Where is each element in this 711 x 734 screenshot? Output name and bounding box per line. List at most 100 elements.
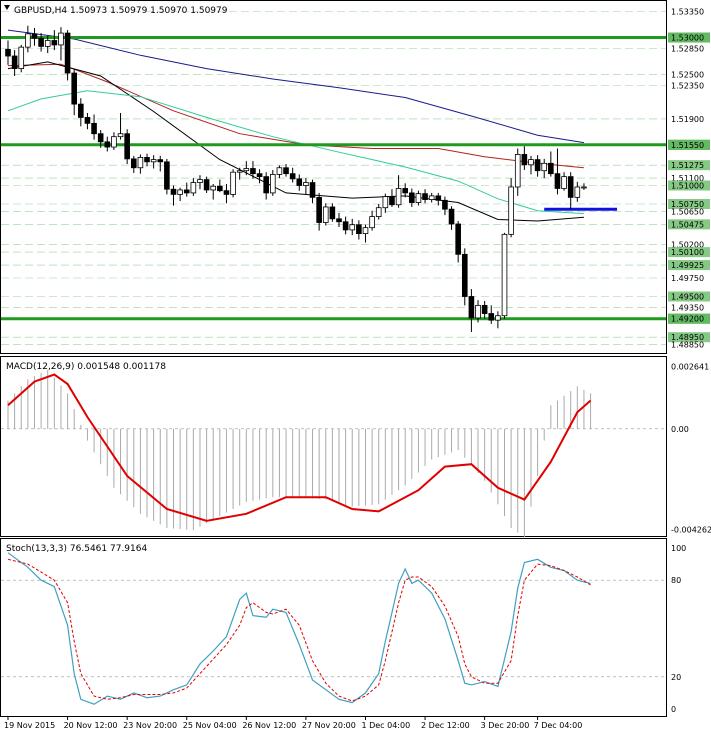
candle-body — [296, 178, 303, 186]
candle-body — [11, 55, 18, 69]
candle-body — [581, 186, 587, 189]
candle-body — [71, 72, 78, 105]
candle-body — [316, 196, 322, 223]
candle-body — [369, 216, 375, 229]
candle-body — [435, 195, 442, 201]
candle-body — [362, 227, 369, 235]
time-tick-label: 25 Nov 04:00 — [183, 721, 237, 730]
price-tick-label: 1.53350 — [671, 8, 704, 17]
candle-body — [190, 182, 197, 194]
candle-body — [197, 179, 203, 183]
price-tick-label: 1.48850 — [671, 341, 704, 350]
candle-body — [58, 32, 64, 46]
time-axis: 19 Nov 2015 20 Nov 12:00 23 Nov 20:00 25 No… — [4, 716, 582, 730]
candle-body — [64, 32, 71, 74]
price-tick-label: 1.51000 — [671, 182, 704, 191]
candle-body — [448, 208, 455, 225]
candle-body — [442, 199, 448, 210]
candle-body — [461, 253, 468, 297]
candle-body — [250, 168, 256, 175]
stoch-main-line — [7, 552, 591, 705]
candle-body — [336, 218, 342, 223]
candle-body — [256, 173, 263, 178]
candle-body — [97, 133, 104, 143]
price-tick-label: 1.51550 — [671, 141, 704, 150]
candle-body — [349, 224, 356, 231]
price-tick-label: 1.52350 — [671, 82, 704, 91]
candle-body — [475, 304, 481, 319]
price-label-highlight — [668, 32, 710, 43]
price-label-highlight — [668, 313, 710, 324]
price-label-highlight — [668, 160, 710, 171]
candle-body — [309, 182, 316, 198]
candle-body — [157, 159, 164, 163]
price-tick-label: 1.51900 — [671, 115, 704, 124]
candle-body — [395, 188, 402, 206]
candlesticks — [5, 25, 587, 333]
candle-body — [44, 40, 51, 47]
price-tick-label: 1.52850 — [671, 45, 704, 54]
candle-body — [210, 185, 217, 191]
candle-body — [150, 159, 157, 163]
candle-body — [455, 223, 461, 255]
macd-panel-frame — [0, 356, 667, 537]
candle-body — [481, 304, 488, 314]
candle-body — [409, 192, 415, 203]
price-tick-label: 1.50475 — [671, 220, 704, 229]
time-tick-label: 3 Dec 20:00 — [481, 721, 530, 730]
candle-body — [243, 168, 250, 172]
candle-body — [164, 161, 170, 190]
candle-body — [217, 185, 223, 192]
candle-body — [31, 33, 38, 39]
stoch-signal-line — [7, 558, 591, 702]
candle-body — [223, 190, 230, 195]
price-tick-label: 1.49925 — [671, 261, 704, 270]
macd-header: MACD(12,26,9) 0.001548 0.001178 — [6, 362, 166, 372]
time-tick-label: 2 Dec 12:00 — [421, 721, 470, 730]
stoch-tick-label: 0 — [671, 705, 676, 714]
price-label-highlight — [668, 260, 710, 271]
candle-body — [117, 133, 124, 138]
price-label-highlight — [668, 332, 710, 343]
candle-body — [111, 136, 117, 148]
candle-body — [183, 189, 190, 194]
candle-body — [322, 206, 329, 223]
stoch-tick-label: 20 — [671, 673, 681, 682]
candle-body — [177, 189, 183, 195]
candle-body — [104, 141, 111, 148]
candle-body — [236, 170, 243, 173]
candle-body — [548, 162, 554, 175]
candle-body — [415, 193, 422, 203]
candle-body — [269, 174, 276, 194]
price-tick-label: 1.52500 — [671, 71, 704, 80]
price-label-highlight — [668, 139, 710, 150]
candle-body — [303, 182, 309, 186]
candle-body — [495, 315, 501, 321]
candle-body — [422, 193, 428, 200]
time-tick-label: 1 Dec 04:00 — [361, 721, 410, 730]
candle-body — [84, 117, 91, 124]
candle-body — [203, 179, 210, 191]
candle-body — [18, 46, 25, 69]
candle-body — [468, 296, 475, 319]
candle-body — [170, 188, 177, 195]
candle-body — [561, 176, 567, 189]
candle-body — [501, 233, 508, 317]
price-tick-label: 1.48950 — [671, 333, 704, 342]
candle-body — [375, 207, 382, 217]
candle-body — [5, 48, 11, 57]
candle-body — [51, 40, 58, 46]
price-label-highlight — [668, 219, 710, 230]
price-tick-label: 1.49500 — [671, 293, 704, 302]
candle-body — [78, 103, 84, 118]
candle-body — [574, 186, 581, 198]
stoch-panel-frame — [0, 538, 667, 717]
price-tick-label: 1.49200 — [671, 315, 704, 324]
price-label-highlight — [668, 291, 710, 302]
price-axis: 1.53350 1.53000 1.52850 1.52500 1.52350 1.519… — [668, 8, 710, 350]
candle-body — [144, 156, 150, 163]
stochastic-indicator: 100 80 20 0 — [1, 544, 686, 714]
candle-body — [541, 162, 548, 172]
candle-body — [230, 171, 236, 195]
